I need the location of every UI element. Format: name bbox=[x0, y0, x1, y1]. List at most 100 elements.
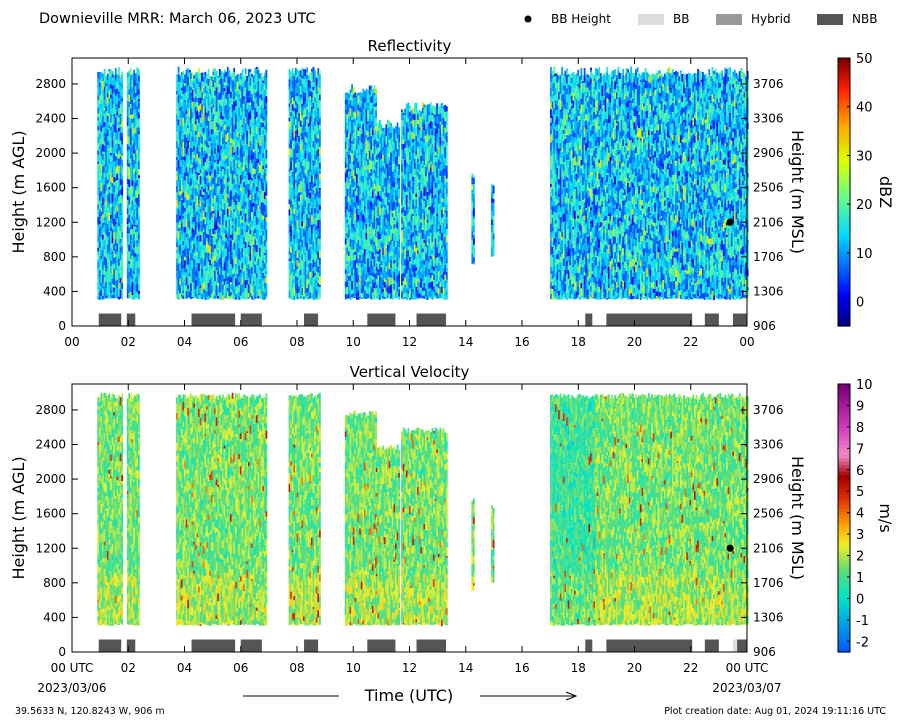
reflectivity-x-tick-label: 02 bbox=[121, 335, 136, 349]
legend-item: NBB bbox=[817, 12, 877, 26]
vertical-velocity-y-tick-label: 2800 bbox=[35, 403, 66, 417]
reflectivity-y-tick-label: 2800 bbox=[35, 77, 66, 91]
vertical-velocity-x-tick-label: 16 bbox=[514, 661, 529, 675]
vertical-velocity-x-tick-label: 12 bbox=[402, 661, 417, 675]
reflectivity-x-tick-label: 22 bbox=[683, 335, 698, 349]
vertical-velocity-y2-tick-label: 1306 bbox=[753, 610, 784, 624]
vertical-velocity-nbb-class-bar bbox=[417, 640, 447, 652]
reflectivity-colorbar-label: dBZ bbox=[876, 176, 895, 208]
reflectivity-x-tick-label: 16 bbox=[514, 335, 529, 349]
legend-item: BB bbox=[638, 12, 689, 26]
vertical-velocity-x-tick-label: 00 UTC bbox=[51, 661, 94, 675]
reflectivity-y2-axis-title: Height (m MSL) bbox=[788, 130, 807, 254]
vertical-velocity-colorbar-tick-label: -2 bbox=[856, 635, 869, 650]
vertical-velocity-y-tick-label: 800 bbox=[43, 576, 66, 590]
plot-creation-date: Plot creation date: Aug 01, 2024 19:11:1… bbox=[664, 706, 886, 717]
legend-dot-marker bbox=[525, 16, 532, 23]
reflectivity-echo-segment bbox=[190, 67, 237, 300]
reflectivity-nbb-class-bar bbox=[367, 314, 395, 326]
reflectivity-nbb-class-bar bbox=[304, 314, 318, 326]
vertical-velocity-echo-segment bbox=[345, 411, 377, 627]
reflectivity-echo-segment bbox=[550, 67, 597, 300]
vertical-velocity-nbb-class-bar bbox=[606, 640, 692, 652]
vertical-velocity-colorbar-tick-label: 0 bbox=[856, 592, 864, 607]
reflectivity-y2-tick-label: 2906 bbox=[753, 146, 784, 160]
vertical-velocity-x-tick-label: 18 bbox=[571, 661, 586, 675]
vertical-velocity-echo-segment bbox=[401, 427, 448, 626]
reflectivity-echo-segment bbox=[595, 67, 691, 300]
reflectivity-y-axis-title: Height (m AGL) bbox=[9, 130, 28, 253]
reflectivity-colorbar-tick-label: 50 bbox=[856, 52, 873, 67]
reflectivity-echo-segment bbox=[235, 67, 267, 300]
vertical-velocity-title: Vertical Velocity bbox=[350, 363, 470, 381]
vertical-velocity-nbb-class-bar bbox=[99, 640, 122, 652]
vertical-velocity-colorbar-tick-label: 6 bbox=[856, 464, 864, 479]
vertical-velocity-nbb-class-bar bbox=[304, 640, 318, 652]
reflectivity-echo-segment bbox=[127, 67, 140, 299]
vertical-velocity-colorbar-tick-label: 5 bbox=[856, 485, 864, 500]
vertical-velocity-x-tick-label: 20 bbox=[627, 661, 642, 675]
reflectivity-echo-segment bbox=[376, 120, 400, 300]
reflectivity-echo-segment bbox=[691, 67, 749, 300]
vertical-velocity-nbb-class-bar bbox=[192, 640, 236, 652]
vertical-velocity-y-tick-label: 1600 bbox=[35, 507, 66, 521]
reflectivity-x-tick-label: 00 bbox=[739, 335, 754, 349]
reflectivity-y-tick-label: 0 bbox=[58, 319, 66, 333]
figure-title: Downieville MRR: March 06, 2023 UTC bbox=[39, 11, 316, 27]
vertical-velocity-colorbar-tick-label: 10 bbox=[856, 378, 873, 393]
vertical-velocity-y-tick-label: 1200 bbox=[35, 541, 66, 555]
vertical-velocity-echo-segment bbox=[691, 393, 749, 626]
reflectivity-nbb-class-bar bbox=[705, 314, 719, 326]
legend-label: BB Height bbox=[551, 12, 611, 26]
reflectivity-echo-segment bbox=[97, 67, 123, 300]
vertical-velocity-y-tick-label: 400 bbox=[43, 610, 66, 624]
vertical-velocity-colorbar-tick-label: 3 bbox=[856, 528, 864, 543]
vertical-velocity-y-tick-label: 2000 bbox=[35, 472, 66, 486]
reflectivity-nbb-class-bar bbox=[241, 314, 262, 326]
vertical-velocity-nbb-class-bar bbox=[585, 640, 592, 652]
reflectivity-y-tick-label: 2000 bbox=[35, 146, 66, 160]
reflectivity-x-tick-label: 06 bbox=[233, 335, 248, 349]
vertical-velocity-echo-segment bbox=[471, 498, 474, 591]
reflectivity-nbb-class-bar bbox=[733, 314, 747, 326]
reflectivity-x-tick-label: 20 bbox=[627, 335, 642, 349]
reflectivity-y-tick-label: 1600 bbox=[35, 181, 66, 195]
vertical-velocity-x-tick-label: 14 bbox=[458, 661, 473, 675]
vertical-velocity-echo-segment bbox=[595, 393, 691, 626]
reflectivity-title: Reflectivity bbox=[368, 37, 452, 55]
reflectivity-nbb-class-bar bbox=[417, 314, 447, 326]
reflectivity-echo-segment bbox=[491, 184, 494, 256]
reflectivity-y2-tick-label: 3306 bbox=[753, 112, 784, 126]
reflectivity-x-tick-label: 04 bbox=[177, 335, 192, 349]
reflectivity-nbb-class-bar bbox=[192, 314, 236, 326]
vertical-velocity-echo-segment bbox=[376, 445, 400, 626]
reflectivity-echo-field bbox=[97, 67, 748, 300]
reflectivity-echo-segment bbox=[345, 84, 377, 300]
legend-label: Hybrid bbox=[751, 12, 791, 26]
vertical-velocity-echo-segment bbox=[127, 393, 140, 626]
reflectivity-y-tick-label: 400 bbox=[43, 284, 66, 298]
vertical-velocity-colorbar-tick-label: 7 bbox=[856, 442, 864, 457]
legend-box-marker bbox=[817, 14, 843, 25]
vertical-velocity-nbb-class-bar bbox=[737, 640, 747, 652]
vertical-velocity-echo-segment bbox=[550, 394, 597, 627]
vertical-velocity-nbb-class-bar bbox=[367, 640, 395, 652]
vertical-velocity-colorbar-tick-label: 4 bbox=[856, 507, 864, 522]
reflectivity-nbb-class-bar bbox=[585, 314, 592, 326]
figure-legend: BB Height BB Hybrid NBB bbox=[525, 12, 878, 26]
vertical-velocity-colorbar-tick-label: 9 bbox=[856, 399, 864, 414]
reflectivity-colorbar-tick-label: 40 bbox=[856, 101, 873, 116]
reflectivity-echo-segment bbox=[471, 173, 474, 264]
vertical-velocity-bb-height-marker bbox=[727, 545, 734, 552]
vertical-velocity-echo-segment bbox=[289, 393, 321, 626]
reflectivity-y-tick-label: 1200 bbox=[35, 215, 66, 229]
vertical-velocity-colorbar-tick-label: 8 bbox=[856, 421, 864, 436]
vertical-velocity-x-tick-label: 00 UTC bbox=[726, 661, 769, 675]
vertical-velocity-echo-segment bbox=[97, 393, 123, 626]
vertical-velocity-y2-tick-label: 906 bbox=[753, 645, 776, 659]
reflectivity-colorbar-tick-label: 30 bbox=[856, 149, 873, 164]
legend-label: NBB bbox=[852, 12, 877, 26]
x-end-date: 2023/03/07 bbox=[712, 681, 781, 695]
